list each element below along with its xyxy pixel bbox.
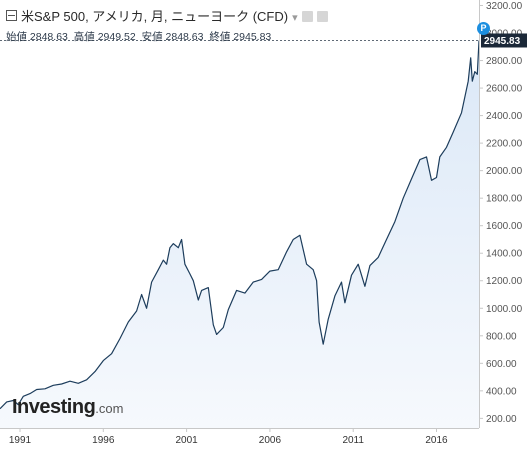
y-tick-label: 800.00: [486, 331, 517, 342]
y-tick-label: 1400.00: [486, 249, 523, 260]
y-tick-label: 400.00: [486, 386, 517, 397]
y-tick-label: 2400.00: [486, 111, 523, 122]
x-tick-label: 2006: [259, 435, 282, 446]
y-tick-label: 2000.00: [486, 166, 523, 177]
ohlc-readout: 始値 2848.63 高値 2949.52 安値 2848.63 終値 2945…: [6, 29, 274, 44]
x-tick-label: 2001: [175, 435, 198, 446]
collapse-icon[interactable]: [6, 10, 17, 21]
y-tick-label: 600.00: [486, 359, 517, 370]
x-tick-label: 2011: [342, 435, 364, 446]
open-value: 始値 2848.63: [6, 31, 68, 43]
logo-brand: Investing: [12, 396, 96, 418]
y-tick-label: 3200.00: [486, 1, 523, 12]
y-tick-label: 2800.00: [486, 56, 523, 67]
chart-header: 米S&P 500, アメリカ, 月, ニューヨーク (CFD) ▾: [6, 6, 328, 25]
chart-title: 米S&P 500, アメリカ, 月, ニューヨーク (CFD): [21, 9, 289, 24]
last-price-label: 2945.83: [484, 36, 521, 47]
y-tick-label: 1600.00: [486, 221, 523, 232]
x-tick-label: 2016: [425, 435, 448, 446]
dropdown-caret-icon[interactable]: ▾: [292, 12, 298, 24]
logo-suffix: .com: [95, 401, 124, 416]
p-badge-icon[interactable]: P: [477, 22, 490, 35]
low-value: 安値 2848.63: [141, 31, 204, 43]
y-tick-label: 1200.00: [486, 276, 523, 287]
y-tick-label: 2600.00: [486, 84, 523, 95]
settings-icon[interactable]: [316, 11, 328, 22]
x-tick-label: 1991: [9, 435, 32, 446]
camera-icon[interactable]: [301, 11, 313, 22]
last-price-tag: [481, 33, 527, 48]
investing-logo: Investing.com: [12, 396, 123, 419]
y-tick-label: 1000.00: [486, 304, 523, 315]
x-tick-label: 1996: [92, 435, 115, 446]
y-tick-label: 200.00: [486, 414, 517, 425]
high-value: 高値 2949.52: [73, 31, 136, 43]
area-fill: [0, 40, 479, 428]
y-tick-label: 1800.00: [486, 194, 523, 205]
y-tick-label: 2200.00: [486, 139, 523, 150]
price-line: [0, 40, 480, 410]
close-value: 終値 2945.83: [209, 31, 272, 43]
